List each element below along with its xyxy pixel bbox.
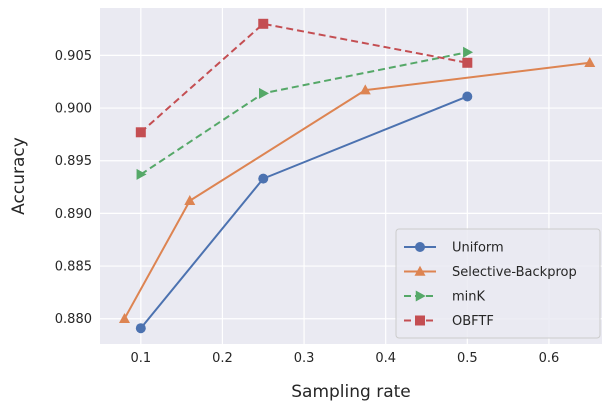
x-tick-label: 0.2 bbox=[212, 351, 233, 366]
selective-backprop-data-point bbox=[118, 312, 130, 323]
uniform-data-point bbox=[258, 173, 269, 184]
x-tick-label: 0.5 bbox=[457, 351, 478, 366]
x-tick-label: 0.6 bbox=[539, 351, 560, 366]
uniform-data-point bbox=[462, 91, 473, 102]
x-tick-label: 0.3 bbox=[294, 351, 315, 366]
obftf-data-point bbox=[462, 57, 473, 68]
mink-data-point bbox=[463, 46, 474, 58]
y-tick-label: 0.900 bbox=[55, 102, 92, 117]
x-tick-labels: 0.1 0.2 0.3 0.4 0.5 0.6 bbox=[130, 351, 559, 366]
selective-backprop-data-point bbox=[584, 57, 596, 68]
selective-backprop-legend-label: Selective-Backprop bbox=[452, 265, 577, 280]
uniform-legend-marker bbox=[415, 242, 425, 252]
x-axis-label: Sampling rate bbox=[291, 382, 411, 402]
selective-backprop-legend-marker bbox=[414, 265, 426, 276]
y-tick-label: 0.890 bbox=[55, 207, 92, 222]
mink-legend-label: minK bbox=[452, 290, 486, 305]
selective-backprop-data-point bbox=[184, 195, 196, 206]
mink-data-point bbox=[259, 87, 270, 99]
selective-backprop-series-line bbox=[123, 61, 590, 320]
selective-backprop-data-point bbox=[359, 84, 371, 95]
obftf-series-line bbox=[140, 22, 468, 134]
x-tick-label: 0.1 bbox=[130, 351, 151, 366]
legend: Uniform Selective-Backprop minK OBFTF bbox=[395, 228, 601, 339]
series-lines bbox=[118, 18, 596, 334]
y-tick-labels: 0.880 0.885 0.890 0.895 0.900 0.905 bbox=[55, 49, 92, 327]
x-tick-label: 0.4 bbox=[375, 351, 396, 366]
y-tick-label: 0.905 bbox=[55, 49, 92, 64]
legend-box bbox=[395, 228, 601, 339]
uniform-data-point bbox=[135, 323, 146, 334]
mink-legend-marker bbox=[415, 290, 426, 302]
y-tick-label: 0.880 bbox=[55, 312, 92, 327]
y-axis-label: Accuracy bbox=[9, 137, 29, 215]
uniform-legend-label: Uniform bbox=[452, 241, 504, 256]
y-tick-label: 0.895 bbox=[55, 154, 92, 169]
obftf-data-point bbox=[135, 127, 146, 138]
y-tick-label: 0.885 bbox=[55, 260, 92, 275]
obftf-legend-label: OBFTF bbox=[452, 314, 494, 329]
obftf-legend-marker bbox=[415, 315, 425, 326]
mink-data-point bbox=[136, 168, 147, 180]
obftf-data-point bbox=[258, 18, 269, 29]
